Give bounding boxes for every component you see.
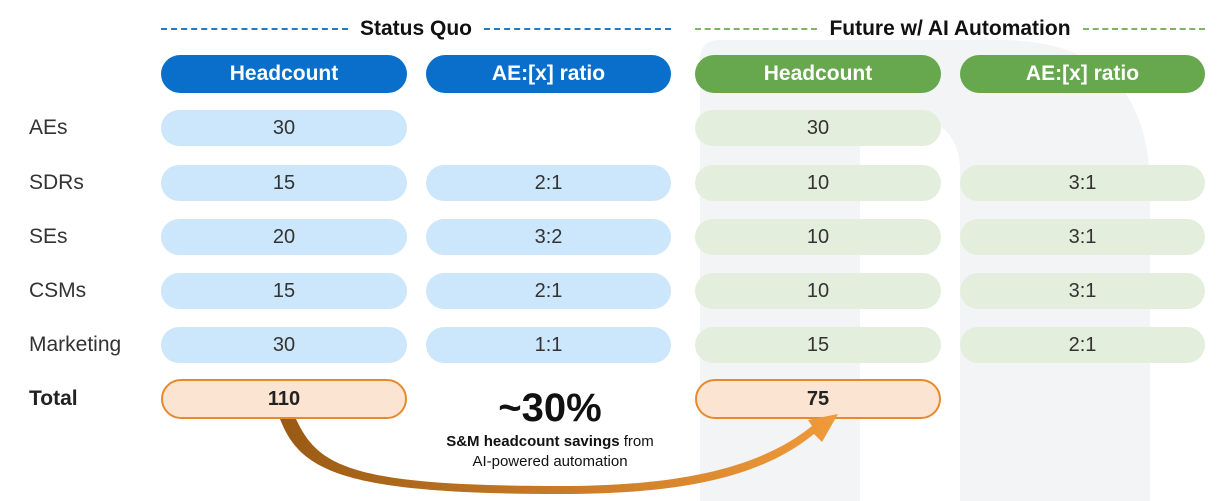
marketing-future-headcount: 15: [695, 327, 941, 363]
future-title: Future w/ AI Automation: [695, 14, 1205, 44]
status-quo-ratio-header: AE:[x] ratio: [426, 55, 671, 93]
savings-arrow-body: [280, 414, 838, 494]
row-label-sdrs: SDRs: [29, 171, 84, 194]
csms-future-headcount: 10: [695, 273, 941, 309]
ses-status-quo-headcount: 20: [161, 219, 407, 255]
savings-description: S&M headcount savings from AI-powered au…: [415, 432, 685, 472]
row-label-total: Total: [29, 387, 78, 410]
savings-callout: ~30% S&M headcount savings from AI-power…: [415, 386, 685, 472]
aes-future-headcount: 30: [695, 110, 941, 146]
future-headcount-header: Headcount: [695, 55, 941, 93]
row-label-ses: SEs: [29, 225, 68, 248]
savings-description-bold: S&M headcount savings: [446, 433, 620, 450]
ses-future-headcount: 10: [695, 219, 941, 255]
csms-status-quo-ratio: 2:1: [426, 273, 671, 309]
marketing-status-quo-headcount: 30: [161, 327, 407, 363]
row-label-aes: AEs: [29, 116, 68, 139]
csms-status-quo-headcount: 15: [161, 273, 407, 309]
aes-status-quo-headcount: 30: [161, 110, 407, 146]
sdrs-status-quo-ratio: 2:1: [426, 165, 671, 201]
sdrs-future-ratio: 3:1: [960, 165, 1205, 201]
ses-future-ratio: 3:1: [960, 219, 1205, 255]
sdrs-future-headcount: 10: [695, 165, 941, 201]
status-quo-headcount-header: Headcount: [161, 55, 407, 93]
status-quo-title: Status Quo: [161, 14, 672, 44]
row-label-marketing: Marketing: [29, 333, 122, 356]
row-label-csms: CSMs: [29, 279, 87, 302]
marketing-status-quo-ratio: 1:1: [426, 327, 671, 363]
marketing-future-ratio: 2:1: [960, 327, 1205, 363]
ses-status-quo-ratio: 3:2: [426, 219, 671, 255]
savings-description-rest: from: [619, 433, 654, 450]
future-ratio-header: AE:[x] ratio: [960, 55, 1205, 93]
savings-description-line2: AI-powered automation: [472, 453, 628, 470]
csms-future-ratio: 3:1: [960, 273, 1205, 309]
sdrs-status-quo-headcount: 15: [161, 165, 407, 201]
savings-percentage: ~30%: [498, 386, 602, 430]
total-status-quo-headcount: 110: [161, 379, 407, 419]
